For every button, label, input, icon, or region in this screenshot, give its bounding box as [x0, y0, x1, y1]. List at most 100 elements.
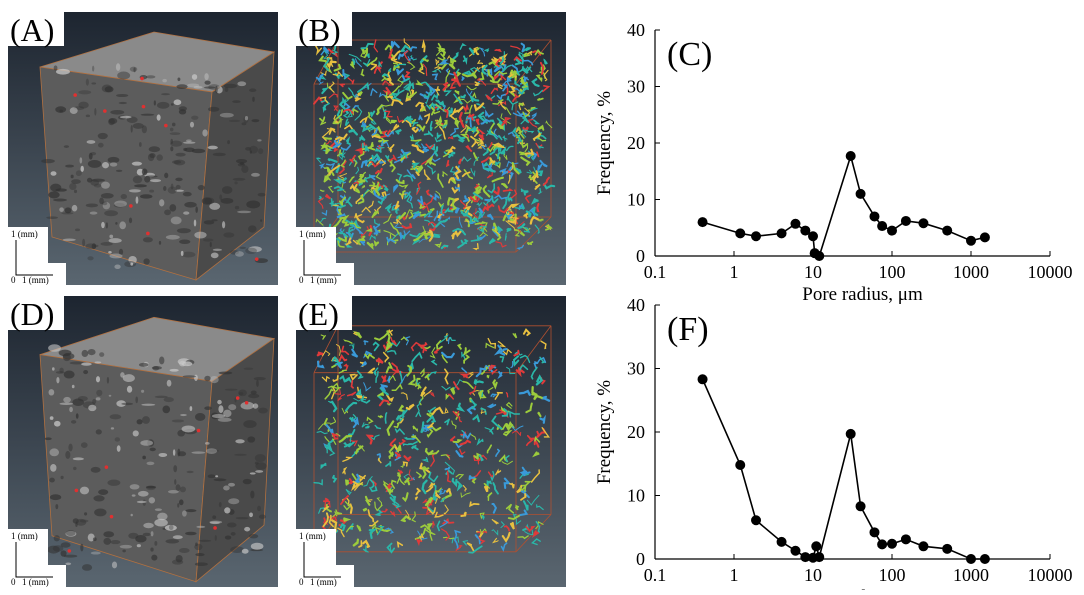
- pore-network: [408, 211, 414, 219]
- texture-spot: [129, 484, 140, 490]
- pore-network: [405, 509, 410, 519]
- pore-network: [353, 219, 361, 229]
- texture-spot: [90, 466, 101, 473]
- pore-network: [348, 416, 354, 422]
- texture-spot: [158, 452, 168, 458]
- pore-network: [419, 62, 424, 71]
- texture-spot: [44, 437, 52, 441]
- texture-spot: [224, 388, 238, 391]
- data-point: [918, 218, 929, 229]
- pore-network: [518, 53, 524, 65]
- texture-spot: [94, 508, 107, 517]
- pore-network: [400, 77, 411, 84]
- pore-network: [355, 240, 361, 246]
- pore-network: [514, 79, 521, 87]
- pore-network: [502, 105, 512, 116]
- pore-network: [357, 444, 365, 452]
- pore-network: [509, 85, 516, 94]
- pore-network: [462, 55, 468, 65]
- texture-spot: [181, 251, 196, 258]
- pore-network: [440, 497, 446, 503]
- scale-label-x: 1 (mm): [22, 275, 49, 285]
- pore-network: [461, 71, 476, 78]
- pore-network: [484, 196, 494, 202]
- texture-spot: [95, 376, 101, 383]
- texture-spot: [136, 168, 144, 176]
- pore-network: [410, 165, 423, 170]
- pore-network: [468, 371, 475, 379]
- pore-network: [470, 434, 477, 440]
- texture-spot: [173, 465, 178, 473]
- box-edge: [515, 216, 552, 253]
- texture-spot: [234, 251, 244, 257]
- pore-network: [461, 156, 472, 162]
- texture-spot: [167, 490, 179, 494]
- texture-spot: [195, 542, 198, 547]
- pore-network: [366, 416, 374, 424]
- texture-spot: [60, 550, 67, 557]
- pore-network: [368, 528, 378, 540]
- pore-network: [532, 50, 542, 56]
- texture-spot: [60, 542, 71, 548]
- pore-network: [515, 127, 520, 133]
- pore-network: [389, 222, 400, 235]
- pore-network: [318, 55, 329, 65]
- pore-network: [447, 393, 455, 400]
- pore-network: [537, 97, 544, 101]
- pore-network: [535, 74, 543, 83]
- data-point: [877, 221, 888, 232]
- pore-network: [387, 68, 392, 73]
- pore-network: [373, 66, 382, 74]
- pore-network: [319, 189, 325, 192]
- pore-network: [506, 227, 512, 233]
- pore-network: [503, 477, 512, 489]
- texture-spot: [53, 198, 68, 202]
- texture-spot: [147, 439, 155, 447]
- y-tick-label: 10: [627, 486, 645, 506]
- pore-network: [493, 222, 498, 232]
- texture-spot: [224, 535, 232, 540]
- x-axis-label: Pore radius, μm: [802, 284, 923, 305]
- pore-network: [520, 139, 529, 149]
- pore-network: [328, 81, 335, 93]
- pore-network: [396, 476, 405, 486]
- pore-network: [519, 509, 529, 517]
- texture-spot: [227, 522, 237, 528]
- pore-network: [378, 60, 383, 68]
- pore-network: [374, 501, 383, 512]
- texture-spot: [85, 78, 89, 86]
- pore-network: [406, 115, 414, 123]
- pore-network: [522, 111, 530, 118]
- pore-network: [376, 104, 384, 116]
- texture-spot: [212, 515, 217, 519]
- pore-network: [530, 469, 541, 483]
- pore-network: [495, 448, 501, 457]
- pore-network: [360, 231, 367, 238]
- texture-spot: [89, 211, 98, 215]
- pore-network: [341, 407, 349, 415]
- image-panel: (B)1 (mm)1 (mm)0: [296, 12, 566, 285]
- pore-network: [437, 53, 446, 61]
- pore-network: [541, 427, 551, 438]
- panel-label-box: [296, 296, 352, 330]
- data-point: [855, 501, 866, 512]
- pore-network: [422, 204, 430, 212]
- pore-network: [507, 131, 516, 138]
- x-tick-label: 1000: [953, 565, 989, 585]
- pore-network: [477, 144, 486, 149]
- texture-spot: [142, 455, 146, 460]
- texture-spot: [108, 238, 122, 243]
- pore-network: [325, 140, 332, 145]
- texture-spot: [55, 188, 67, 192]
- texture-spot: [173, 159, 186, 166]
- pore-network: [349, 183, 358, 192]
- pore-network: [487, 145, 498, 153]
- texture-spot: [151, 366, 162, 370]
- texture-spot: [128, 189, 141, 193]
- pore-network: [505, 401, 513, 409]
- texture-spot: [204, 406, 212, 410]
- data-point: [776, 536, 787, 547]
- pore-network: [452, 410, 460, 418]
- pore-network: [375, 370, 379, 384]
- pore-network: [513, 55, 523, 62]
